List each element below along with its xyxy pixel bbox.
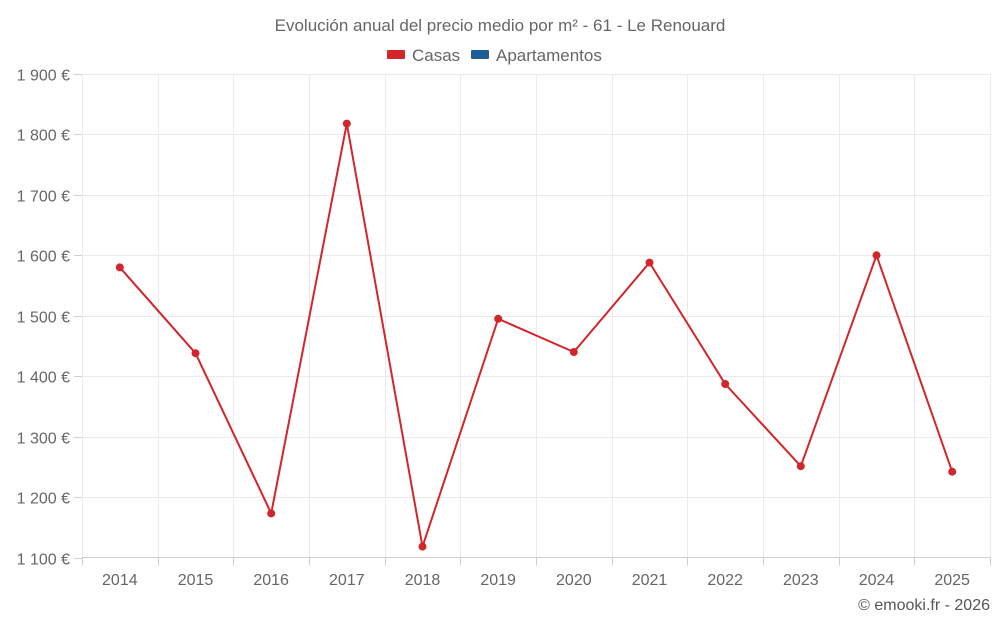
- x-tick-label: 2016: [253, 572, 289, 589]
- data-point-casas-2019[interactable]: [494, 314, 503, 323]
- legend-item-apartamentos[interactable]: Apartamentos: [471, 46, 602, 65]
- x-tick-label: 2023: [783, 572, 819, 589]
- legend-label-apartamentos: Apartamentos: [496, 46, 602, 65]
- data-point-casas-2021[interactable]: [645, 258, 654, 267]
- x-tick-label: 2021: [632, 572, 668, 589]
- legend: Casas Apartamentos: [387, 46, 602, 65]
- legend-label-casas: Casas: [412, 46, 460, 65]
- x-tick-label: 2018: [405, 572, 441, 589]
- credit-text: © emooki.fr - 2026: [858, 597, 990, 614]
- x-tick-label: 2014: [102, 572, 138, 589]
- y-tick-label: 1 900 €: [17, 68, 70, 85]
- data-point-casas-2020[interactable]: [569, 348, 578, 356]
- y-axis-ticks: 1 100 € 1 200 € 1 300 € 1 400 € 1 500 € 1 600…: [17, 68, 82, 569]
- x-tick-label: 2017: [329, 572, 365, 589]
- y-tick-label: 1 700 €: [17, 189, 70, 206]
- x-tick-label: 2020: [556, 572, 592, 589]
- data-point-casas-2024[interactable]: [872, 251, 881, 260]
- x-tick-label: 2025: [934, 572, 970, 589]
- data-point-casas-2016[interactable]: [267, 509, 276, 518]
- x-tick-label: 2019: [480, 572, 516, 589]
- y-tick-label: 1 300 €: [17, 431, 70, 448]
- chart-title: Evolución anual del precio medio por m² …: [275, 16, 726, 35]
- x-tick-label: 2024: [859, 572, 895, 589]
- data-point-casas-2018[interactable]: [418, 542, 427, 551]
- legend-item-casas[interactable]: Casas: [387, 46, 460, 65]
- series-line-casas: [119, 122, 954, 548]
- data-point-casas-2015[interactable]: [191, 349, 200, 358]
- legend-swatch-apartamentos: [471, 50, 489, 59]
- y-tick-label: 1 600 €: [17, 249, 70, 266]
- data-point-casas-2023[interactable]: [796, 462, 805, 471]
- x-axis-ticks: 2014 2015 2016 2017 2018 2019 2020 2021 2022 2023…: [82, 557, 991, 589]
- legend-swatch-casas: [387, 50, 405, 59]
- data-point-casas-2025[interactable]: [948, 467, 957, 476]
- data-point-casas-2017[interactable]: [342, 119, 351, 128]
- data-point-casas-2014[interactable]: [115, 263, 124, 272]
- y-tick-label: 1 400 €: [17, 370, 70, 387]
- y-tick-label: 1 500 €: [17, 310, 70, 327]
- data-point-casas-2022[interactable]: [721, 380, 730, 388]
- x-gridlines: [82, 74, 991, 558]
- y-tick-label: 1 200 €: [17, 491, 70, 508]
- y-tick-label: 1 800 €: [17, 128, 70, 145]
- x-tick-label: 2015: [178, 572, 214, 589]
- x-tick-label: 2022: [707, 572, 743, 589]
- y-tick-label: 1 100 €: [17, 552, 70, 569]
- series-group: [115, 119, 957, 551]
